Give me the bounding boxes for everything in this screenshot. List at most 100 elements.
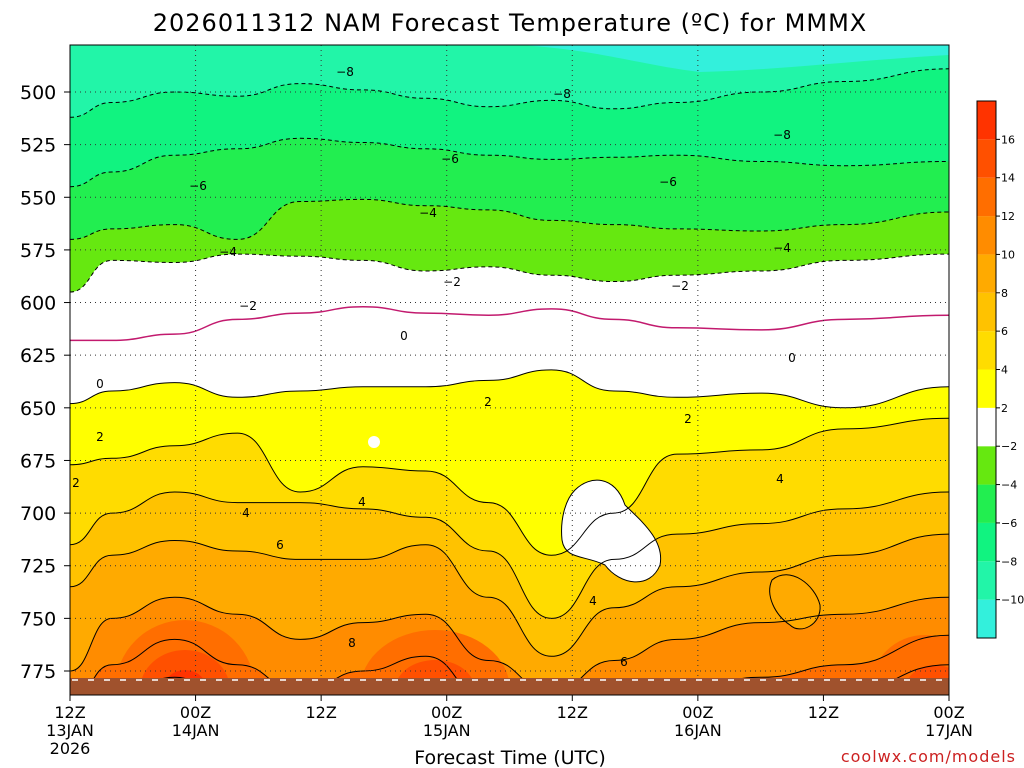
colorbar-segment-8 xyxy=(977,292,996,332)
contour-label: −4 xyxy=(773,241,791,255)
plot-frame xyxy=(69,44,950,696)
colorbar-segment-1 xyxy=(977,561,996,600)
contour-label: 4 xyxy=(242,506,250,520)
contour-label: 6 xyxy=(276,538,284,552)
contour-label: 4 xyxy=(776,472,784,486)
colorbar-segment-2 xyxy=(977,522,996,562)
warm-pocket-3 xyxy=(361,630,509,678)
colorbar-label-12: −10 xyxy=(1001,594,1024,607)
colorbar-label-3: 10 xyxy=(1001,248,1015,261)
warm-island xyxy=(769,574,821,629)
colorbar-label-10: −6 xyxy=(1001,517,1017,530)
colorbar-segment-6 xyxy=(977,369,996,408)
colorbar-segment-3 xyxy=(977,484,996,523)
colorbar-label-1: 14 xyxy=(1001,172,1015,185)
x-tick-label-36-1: 00Z xyxy=(431,703,462,722)
contour-label: 0 xyxy=(788,351,796,365)
x-tick-label-36-2: 15JAN xyxy=(423,721,471,740)
contour-label: 0 xyxy=(96,377,104,391)
colorbar-label-9: −4 xyxy=(1001,479,1017,492)
contour-label: −2 xyxy=(443,275,461,289)
warm-pocket-0 xyxy=(116,620,254,678)
temperature-fills xyxy=(70,45,949,702)
band-14-16 xyxy=(70,698,949,702)
x-tick-label-48-1: 12Z xyxy=(557,703,588,722)
contour-label: 4 xyxy=(358,495,366,509)
contour-label: 6 xyxy=(620,655,628,669)
isotherm-12 xyxy=(93,634,949,678)
y-tick-label-575: 575 xyxy=(20,240,56,262)
contour-label: −8 xyxy=(336,65,354,79)
contour-label: 2 xyxy=(484,395,492,409)
grid-lines xyxy=(70,45,949,678)
x-tick-label-60-1: 00Z xyxy=(682,703,713,722)
y-tick-label-550: 550 xyxy=(20,187,56,209)
x-tick-label-12-2: 14JAN xyxy=(172,721,220,740)
colorbar-segment-5 xyxy=(977,407,996,447)
contour-label: 10 xyxy=(0,0,8,3)
isotherm-16 xyxy=(70,698,949,702)
contour-label: −4 xyxy=(219,245,237,259)
y-tick-label-600: 600 xyxy=(20,293,56,315)
warm-pocket-2 xyxy=(167,670,203,678)
isotherm-0 xyxy=(70,306,949,342)
colorbar-segment-13 xyxy=(977,101,996,140)
x-tick-label-60-2: 16JAN xyxy=(674,721,722,740)
isotherm-lines xyxy=(70,68,949,702)
colorbar-segment-11 xyxy=(977,177,996,217)
colorbar-label-0: 16 xyxy=(1001,133,1015,146)
contour-label: −8 xyxy=(773,128,791,142)
x-axis-label: Forecast Time (UTC) xyxy=(414,747,605,768)
y-tick-label-625: 625 xyxy=(20,345,56,367)
plot-area xyxy=(69,44,950,702)
contour-label: 2 xyxy=(72,476,80,490)
contour-label: −2 xyxy=(239,299,257,313)
contour-label: 2 xyxy=(96,430,104,444)
x-tick-label-84-2: 17JAN xyxy=(925,721,973,740)
band-8-10 xyxy=(70,597,949,678)
contour-label: 0 xyxy=(400,329,408,343)
colorbar-label-4: 8 xyxy=(1001,287,1008,300)
isotherm-m4 xyxy=(70,198,949,240)
colorbar-segment-4 xyxy=(977,446,996,485)
contour-label: −2 xyxy=(671,279,689,293)
colorbar-label-5: 6 xyxy=(1001,325,1008,338)
credit-text: coolwx.com/models xyxy=(841,747,1016,766)
y-tick-label-700: 700 xyxy=(20,503,56,525)
warm-pocket-1 xyxy=(142,650,228,678)
colorbar-segment-0 xyxy=(977,599,996,638)
colorbar-label-2: 12 xyxy=(1001,210,1015,223)
contour-label: −6 xyxy=(659,175,677,189)
contour-labels: −8 −8 −8 −6 −6 −6 −4 −4 −4 −2 −2 −2 0 0 0 2 2 2 2 4 4 4 4 6 6 8 10 xyxy=(0,0,796,669)
contour-label: −8 xyxy=(553,87,571,101)
colorbar-segment-12 xyxy=(977,139,996,178)
warm-pocket-6 xyxy=(908,665,949,678)
contour-label: −6 xyxy=(441,152,459,166)
white-island xyxy=(561,480,661,582)
colorbar-label-11: −8 xyxy=(1001,555,1017,568)
isotherm-4 xyxy=(70,417,949,556)
isotherm-2 xyxy=(70,369,949,409)
y-axis: 500 525 550 575 600 625 650 675 700 725 750 775 xyxy=(20,82,70,683)
x-tick-label-84-1: 00Z xyxy=(933,703,964,722)
y-tick-label-675: 675 xyxy=(20,450,56,472)
chart-title: 2026011312 NAM Forecast Temperature (ºC)… xyxy=(153,9,867,37)
y-tick-label-725: 725 xyxy=(20,556,56,578)
contour-label: 4 xyxy=(589,594,597,608)
y-tick-label-650: 650 xyxy=(20,398,56,420)
x-tick-label-12-1: 00Z xyxy=(180,703,211,722)
contour-label: 2 xyxy=(684,412,692,426)
colorbar-label-7: 2 xyxy=(1001,402,1008,415)
isotherm-m2 xyxy=(70,253,949,293)
colorbar-label-8: −2 xyxy=(1001,440,1017,453)
y-tick-label-500: 500 xyxy=(20,82,56,104)
x-tick-label-0-1: 12Z xyxy=(54,703,85,722)
contour-label: −6 xyxy=(189,179,207,193)
isotherm-m6 xyxy=(70,137,949,188)
x-tick-label-72-1: 12Z xyxy=(808,703,839,722)
x-tick-label-24-1: 12Z xyxy=(305,703,336,722)
warm-island-outline xyxy=(769,574,821,630)
contour-label: −4 xyxy=(419,206,437,220)
